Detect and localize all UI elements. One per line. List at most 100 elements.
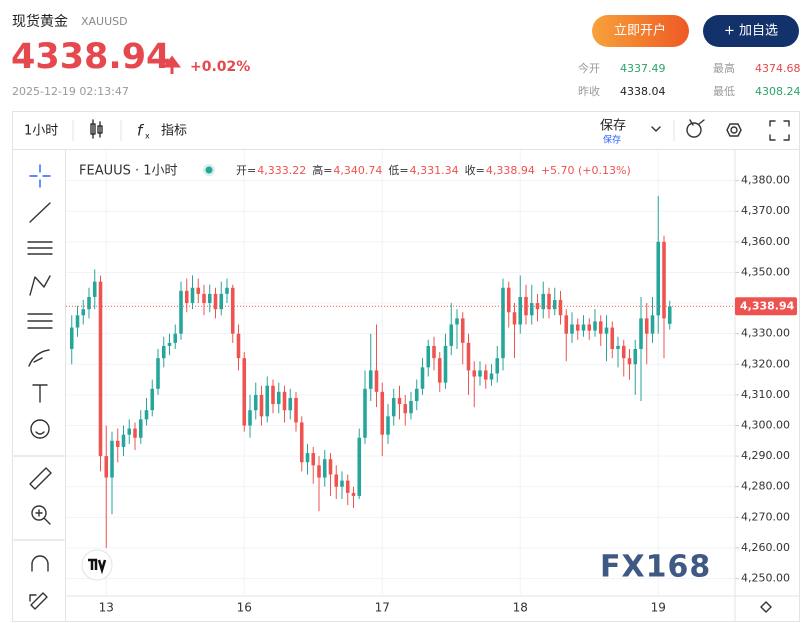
toolbar — [12, 111, 800, 150]
chart-frame — [65, 149, 800, 622]
drawing-tools — [13, 164, 65, 610]
stat-label: 最高 — [713, 61, 735, 75]
y-tick-label: 4,370.00 — [741, 204, 790, 217]
candle-body — [328, 459, 333, 475]
candle-body — [667, 306, 672, 324]
candle-body — [374, 370, 379, 392]
stat-label: 今开 — [578, 61, 600, 75]
alert-icon[interactable] — [686, 119, 705, 138]
candle-body — [443, 345, 448, 383]
candle-body — [138, 419, 143, 438]
candle-body — [127, 428, 132, 435]
watermark: FX168 — [600, 550, 711, 585]
candle-type-icon[interactable] — [90, 119, 103, 139]
y-tick-label: 4,250.00 — [741, 572, 790, 585]
y-tick-label: 4,260.00 — [741, 541, 790, 554]
stat-label: 昨收 — [578, 84, 600, 98]
open-account-button[interactable] — [592, 15, 689, 47]
candle-body — [305, 453, 310, 463]
candle-body — [282, 391, 287, 411]
magnet-tool[interactable] — [31, 555, 49, 572]
emoji-tool[interactable] — [35, 431, 45, 435]
zoom-tool[interactable] — [35, 509, 51, 525]
candle-body — [173, 333, 178, 343]
candle-body — [156, 358, 160, 389]
watchlist-button[interactable] — [703, 15, 799, 47]
fullscreen-icon[interactable] — [769, 120, 790, 141]
save-sub[interactable]: 保存 — [603, 134, 621, 146]
projection-tool[interactable] — [27, 313, 53, 329]
axis-settings[interactable] — [760, 601, 772, 613]
open-account-label[interactable]: 立即开户 — [614, 23, 666, 39]
candle-body — [380, 391, 385, 435]
text-tool[interactable] — [32, 384, 48, 403]
candle-body — [570, 324, 574, 334]
candle-body — [529, 303, 534, 316]
candle-body — [593, 321, 597, 331]
stat-value: 4337.49 — [620, 62, 666, 75]
settings-icon[interactable] — [726, 123, 742, 137]
candle-body — [167, 342, 172, 346]
candle-body — [644, 318, 649, 334]
candle-body — [483, 370, 488, 380]
candle-body — [115, 440, 120, 447]
instrument-name: 现货黄金 — [12, 13, 68, 30]
stat-label: 最低 — [713, 85, 735, 98]
candle-body — [478, 370, 482, 377]
candle-body — [294, 397, 298, 423]
candle-body — [368, 370, 373, 389]
candle-body — [466, 342, 471, 371]
pattern-tool[interactable] — [29, 275, 51, 296]
indicators[interactable]: 指标 — [161, 124, 187, 139]
y-tick-label: 4,380.00 — [741, 174, 790, 187]
candle-body — [110, 440, 114, 478]
zoom-tool[interactable] — [31, 505, 47, 521]
candle-body — [150, 388, 155, 411]
fx-icon[interactable]: x — [145, 132, 150, 141]
candle-body — [75, 315, 80, 328]
candle-body — [501, 287, 505, 359]
candle-body — [334, 474, 339, 487]
candle-body — [662, 241, 666, 319]
candle-body — [598, 321, 603, 334]
watchlist-label[interactable]: + 加自选 — [724, 24, 778, 39]
legend-label: 收= — [465, 163, 485, 177]
fib-tool[interactable] — [27, 241, 53, 255]
trend-line-tool[interactable] — [29, 202, 51, 223]
candle-body — [345, 480, 350, 493]
fx-icon[interactable]: f — [137, 122, 145, 140]
legend-value: 4,340.74 — [333, 164, 382, 177]
candle-body — [621, 345, 626, 359]
candle-body — [81, 309, 86, 316]
legend-value: 4,338.94 — [486, 164, 535, 177]
measure-tool[interactable] — [29, 467, 52, 490]
candle-body — [202, 293, 206, 304]
save-menu[interactable] — [651, 126, 661, 132]
legend-change: +5.70 (+0.13%) — [541, 164, 631, 177]
candle-body — [432, 345, 436, 359]
brush-tool[interactable] — [28, 349, 50, 367]
candle-body — [248, 410, 252, 426]
interval[interactable]: 1小时 — [24, 124, 58, 139]
candle-body — [299, 422, 304, 463]
y-tick-label: 4,290.00 — [741, 449, 790, 462]
crosshair-tool[interactable] — [29, 164, 51, 188]
save[interactable]: 保存 — [600, 119, 626, 134]
lock-tool[interactable] — [29, 592, 48, 610]
candle-body — [472, 370, 477, 377]
candle-body — [558, 300, 563, 316]
candle-body — [179, 290, 183, 334]
candle-body — [230, 287, 235, 334]
last-price-tag — [735, 297, 797, 316]
candle-body — [87, 296, 91, 310]
candle-body — [121, 434, 126, 447]
candle-body — [512, 312, 517, 325]
candle-body — [207, 293, 212, 304]
emoji-tool[interactable] — [30, 419, 50, 439]
candle-body — [581, 324, 586, 331]
stat-value: 4308.24 — [755, 85, 801, 98]
candle-body — [650, 315, 655, 334]
candle-body — [656, 241, 661, 316]
ohlc-legend: 开= 4,333.22 高= 4,340.74 低= 4,331.34 收= 4,338.94… — [236, 163, 631, 177]
y-tick-label: 4,300.00 — [741, 419, 790, 432]
